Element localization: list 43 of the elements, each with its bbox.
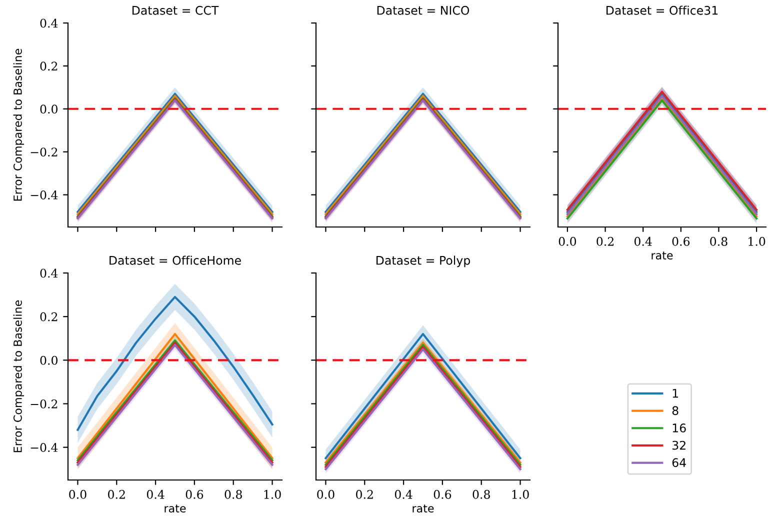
legend-label: 1 (672, 388, 678, 398)
x-tick-label: 0.2 (356, 490, 373, 499)
y-tick-label: 0.0 (40, 104, 58, 114)
y-tick-label: −0.4 (30, 190, 58, 200)
x-tick-label: 1.0 (512, 490, 529, 499)
x-tick-label: 0.6 (186, 490, 204, 499)
y-tick-label: −0.2 (30, 148, 58, 156)
x-tick-label: 0.2 (596, 236, 614, 246)
y-tick-label: −0.2 (30, 399, 58, 408)
legend-label: 16 (672, 423, 686, 432)
x-tick-label: 0.6 (672, 236, 690, 246)
x-tick-label: 1.0 (264, 490, 281, 499)
x-tick-label: 0.8 (224, 490, 242, 499)
chart-title: Dataset = NICO (377, 6, 470, 15)
y-axis-title: Error Compared to Baseline (13, 48, 24, 201)
chart-title: Dataset = CCT (132, 6, 219, 15)
x-tick-label: 0.4 (146, 490, 164, 499)
x-axis-title: rate (164, 504, 186, 513)
chart-title: Dataset = OfficeHome (110, 256, 241, 265)
x-axis-title: rate (412, 504, 434, 513)
x-tick-label: 1.0 (748, 236, 766, 246)
y-tick-label: 0.2 (40, 312, 58, 322)
chart-title: Dataset = Polyp (376, 256, 470, 268)
x-axis-title: rate (652, 252, 673, 260)
x-tick-label: 0.0 (69, 490, 86, 499)
x-tick-label: 0.8 (472, 490, 490, 499)
x-tick-label: 0.2 (108, 490, 125, 499)
legend-label: 32 (672, 440, 686, 450)
x-tick-label: 0.0 (558, 236, 576, 246)
x-tick-label: 0.6 (434, 490, 452, 499)
x-tick-label: 0.4 (634, 236, 652, 246)
y-tick-label: −0.4 (30, 443, 58, 452)
y-tick-label: 0.4 (40, 18, 58, 28)
x-tick-label: 0.8 (710, 236, 728, 246)
x-tick-label: 0.4 (394, 490, 412, 499)
legend-label: 8 (672, 406, 678, 416)
y-tick-label: 0.2 (40, 62, 58, 71)
y-axis-title: Error Compared to Baseline (13, 300, 24, 452)
y-tick-label: 0.4 (40, 268, 58, 278)
y-tick-label: 0.0 (40, 356, 58, 365)
legend-label: 64 (672, 458, 686, 468)
chart-title: Dataset = Office31 (606, 6, 718, 15)
x-tick-label: 0.0 (317, 490, 334, 499)
